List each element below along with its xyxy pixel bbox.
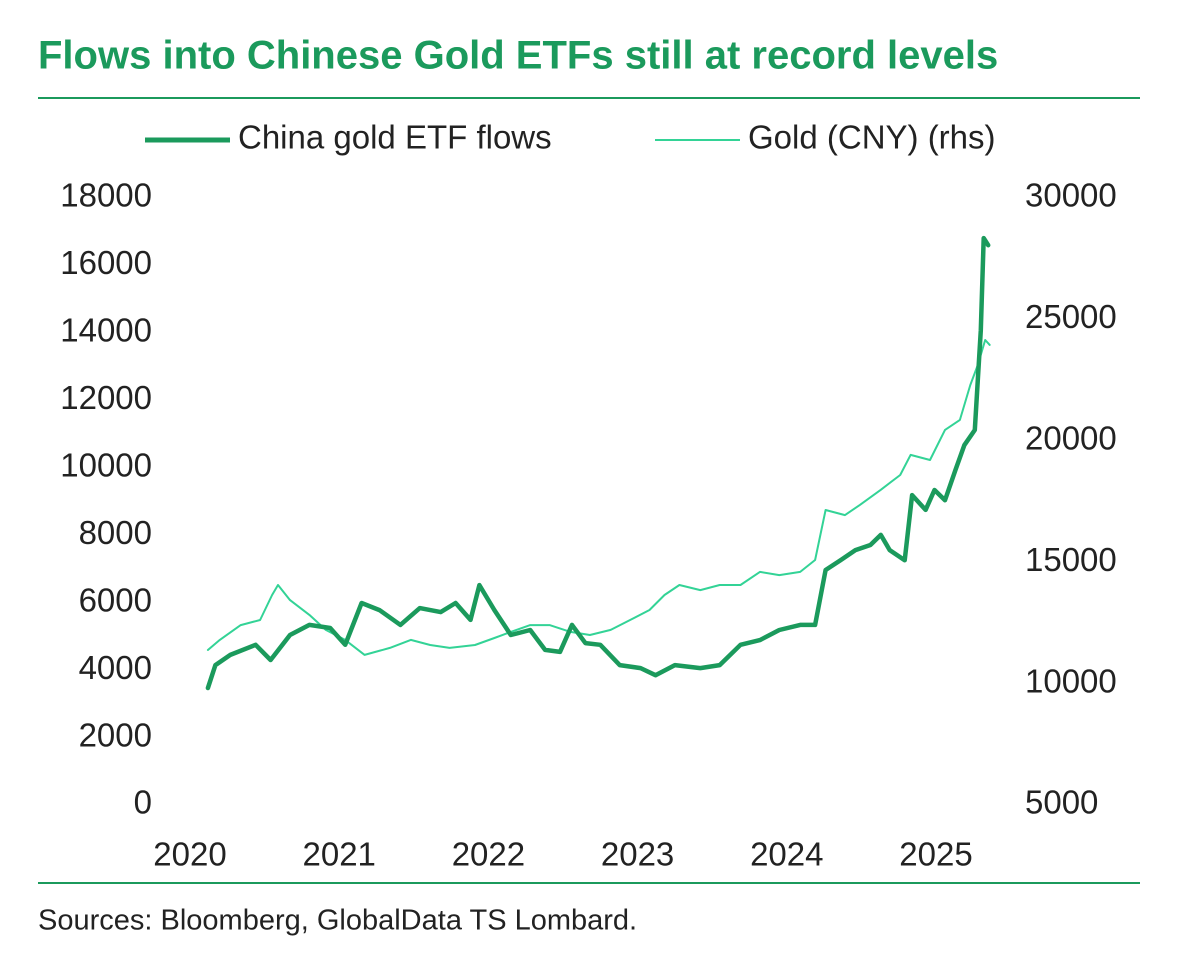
x-tick-label: 2023 [601,836,674,873]
y-tick-label: 16000 [60,244,152,281]
y2-tick-label: 20000 [1025,420,1117,457]
y-tick-label: 14000 [60,312,152,349]
y-tick-label: 12000 [60,379,152,416]
y-tick-label: 10000 [60,446,152,483]
y-tick-label: 6000 [79,581,152,618]
legend-label: China gold ETF flows [238,119,552,156]
y-tick-label: 4000 [79,649,152,686]
y2-tick-label: 25000 [1025,298,1117,335]
chart-title: Flows into Chinese Gold ETFs still at re… [38,34,998,78]
x-tick-label: 2022 [452,836,525,873]
y2-tick-label: 15000 [1025,541,1117,578]
data-line [206,339,991,656]
data-line [205,235,991,691]
y-tick-label: 8000 [79,514,152,551]
y2-tick-label: 10000 [1025,662,1117,699]
y2-tick-label: 5000 [1025,784,1098,821]
source-note: Sources: Bloomberg, GlobalData TS Lombar… [38,905,637,937]
y2-tick-label: 30000 [1025,177,1117,214]
x-tick-label: 2021 [302,836,375,873]
x-tick-label: 2024 [750,836,823,873]
y-tick-label: 0 [134,784,152,821]
x-tick-label: 2025 [899,836,972,873]
y-tick-label: 2000 [79,716,152,753]
legend-label: Gold (CNY) (rhs) [748,119,996,156]
y-tick-label: 18000 [60,177,152,214]
x-tick-label: 2020 [153,836,226,873]
